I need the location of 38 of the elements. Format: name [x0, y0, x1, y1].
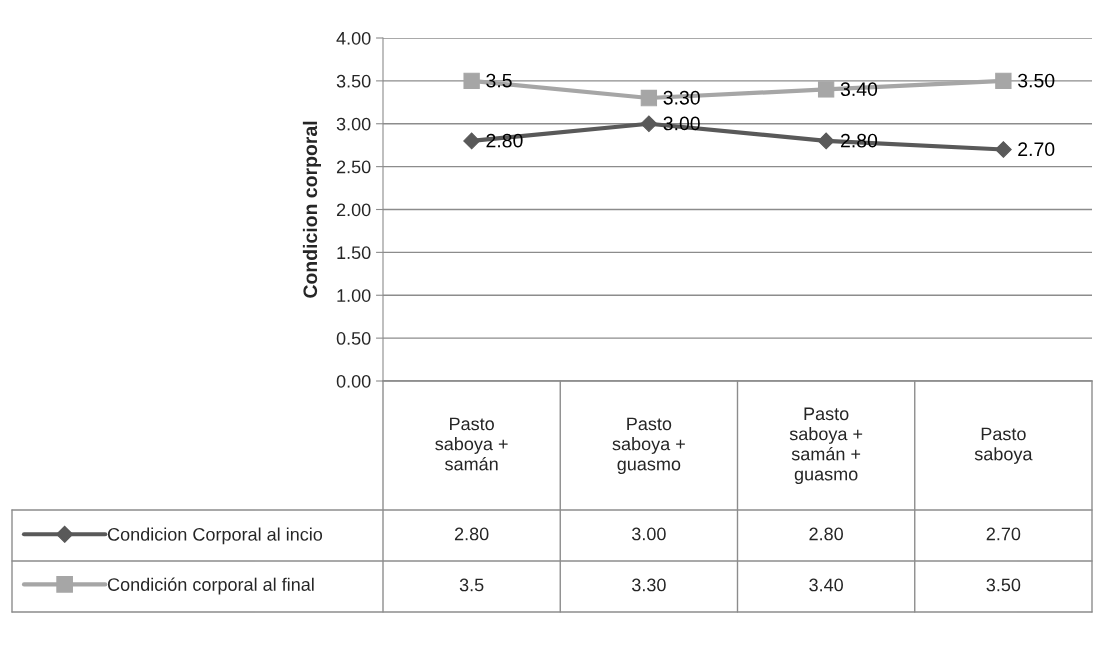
y-tick-label: 3.50 — [336, 74, 371, 88]
data-label: 3.5 — [459, 578, 484, 592]
text: 3.30 — [663, 90, 700, 105]
y-tick-label: 3.00 — [336, 117, 371, 131]
y-tick-label: 2.00 — [336, 203, 371, 217]
text: 2.70 — [1018, 142, 1055, 157]
point — [463, 72, 480, 90]
data-label: 3.30 — [631, 578, 666, 592]
data-label: 2.80 — [454, 527, 489, 541]
legend-label: Condicion Corporal al incio — [107, 527, 323, 545]
y-tick-label: 4.00 — [336, 31, 371, 45]
point — [995, 72, 1012, 90]
x-tick-label: Pasto saboya + guasmo — [612, 417, 685, 475]
y-axis-title: Condicion corporal — [302, 121, 321, 298]
data-label: 3.40 — [809, 578, 843, 592]
point — [817, 81, 835, 98]
data-label: 2.80 — [809, 527, 843, 541]
y-tick-label: 0.50 — [336, 332, 371, 345]
point — [640, 89, 658, 107]
y-tick-label: 1.50 — [337, 246, 371, 260]
x-tick-label: Pasto saboya — [974, 427, 1033, 464]
text: 3.00 — [663, 116, 700, 131]
y-tick-label: 1.00 — [337, 289, 371, 302]
legend-label: Condición corporal al final — [107, 577, 314, 595]
y-tick-label: 0.00 — [336, 374, 371, 388]
text: 3.5 — [486, 73, 512, 88]
point — [817, 132, 835, 150]
data-label: 3.00 — [631, 527, 666, 541]
y-tick-label: 2.50 — [336, 160, 371, 174]
data-label: 2.70 — [986, 527, 1021, 541]
point — [995, 141, 1012, 158]
text: 3.40 — [840, 82, 878, 97]
text: 3.50 — [1018, 73, 1055, 88]
data-label: 3.50 — [986, 578, 1021, 592]
x-tick-label: Pasto saboya + samán + guasmo — [789, 407, 863, 485]
point — [640, 115, 658, 133]
point — [463, 132, 480, 150]
x-tick-label: Pasto saboya + samán — [435, 417, 508, 471]
